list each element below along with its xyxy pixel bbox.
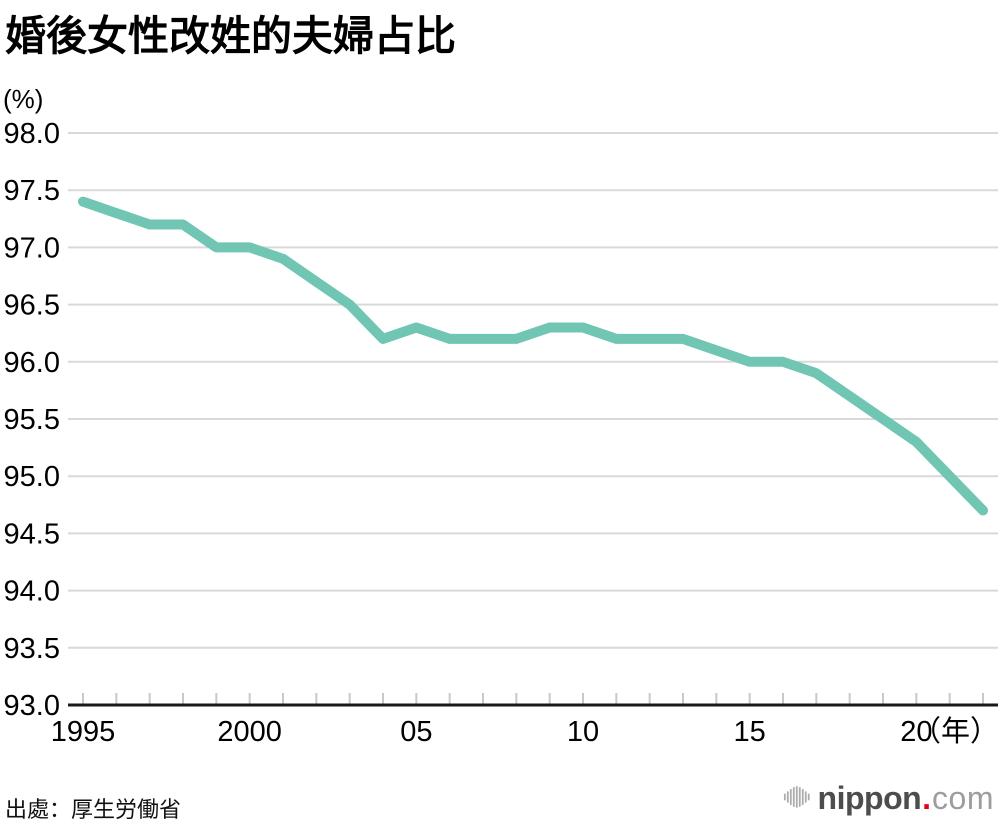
svg-text:97.0: 97.0 [4, 232, 60, 264]
svg-text:20: 20 [900, 716, 932, 748]
source-label: 出處：厚生労働省 [5, 797, 182, 822]
y-axis-unit-label: (%) [3, 84, 44, 114]
svg-text:96.0: 96.0 [4, 347, 60, 379]
svg-text:94.5: 94.5 [4, 518, 60, 550]
svg-text:93.0: 93.0 [4, 690, 60, 722]
svg-text:94.0: 94.0 [4, 576, 60, 608]
nippon-logo: nippon. com [783, 782, 994, 814]
svg-text:05: 05 [400, 716, 432, 748]
y-axis-labels: 93.0 93.5 94.0 94.5 95.0 95.5 96.0 96.5 97.0 97.5… [4, 118, 60, 722]
svg-text:98.0: 98.0 [4, 118, 60, 150]
svg-text:2000: 2000 [217, 716, 282, 748]
x-axis-labels: 1995 2000 05 10 15 20 [51, 716, 933, 748]
svg-text:95.0: 95.0 [4, 461, 60, 493]
svg-text:96.5: 96.5 [4, 290, 60, 322]
x-axis-ticks [82, 693, 984, 704]
svg-text:95.5: 95.5 [4, 404, 60, 436]
svg-text:93.5: 93.5 [4, 633, 60, 665]
trend-line [78, 196, 988, 516]
logo-dot: . [922, 780, 932, 816]
svg-text:15: 15 [734, 716, 766, 748]
svg-text:1995: 1995 [51, 716, 116, 748]
logo-text-nippon: nippon [817, 780, 922, 816]
gridlines [68, 132, 998, 649]
soundwave-icon [783, 786, 810, 808]
line-chart: 93.0 93.5 94.0 94.5 95.0 95.5 96.0 96.5 97.0 97.5… [4, 118, 999, 748]
chart-title: 婚後女性改姓的夫婦占比 [5, 13, 456, 59]
svg-text:97.5: 97.5 [4, 175, 60, 207]
svg-text:10: 10 [567, 716, 599, 748]
logo-text-com: com [932, 780, 994, 816]
x-axis-unit-label: （年） [912, 715, 999, 748]
